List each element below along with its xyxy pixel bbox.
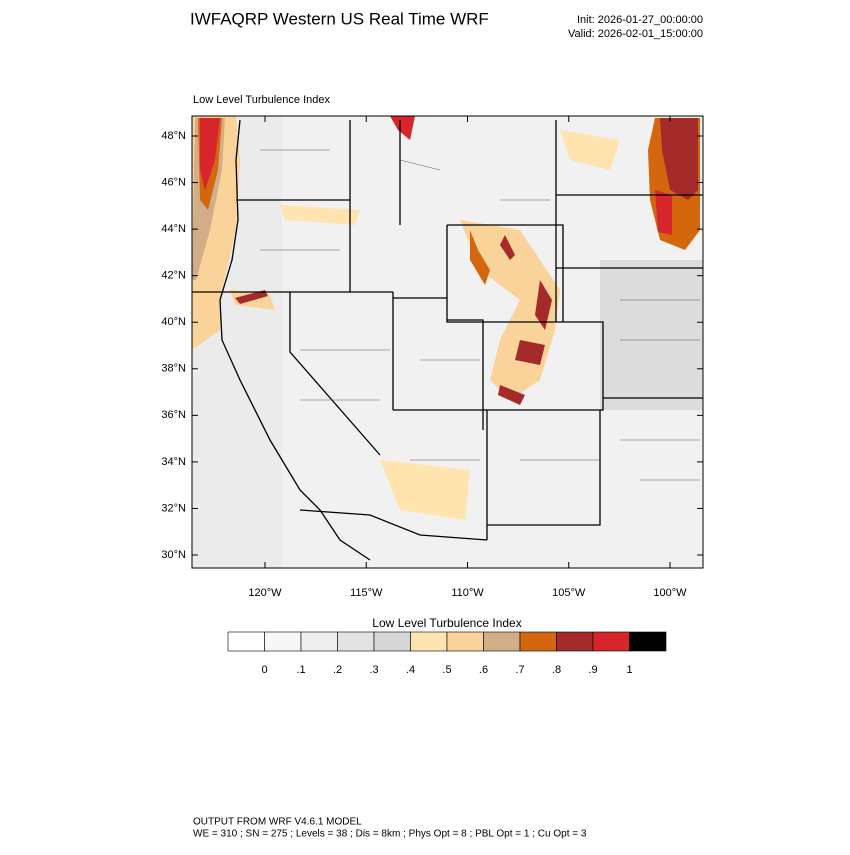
lat-label: 38°N: [161, 363, 186, 375]
colorbar-box: [300, 631, 338, 652]
map: [191, 115, 704, 569]
colorbar-label: .9: [588, 664, 597, 676]
lat-label: 36°N: [161, 409, 186, 421]
footer-line: WE = 310 ; SN = 275 ; Levels = 38 ; Dis …: [193, 829, 587, 840]
lon-label: 100°W: [653, 587, 687, 599]
colorbar-box: [410, 631, 448, 652]
colorbar-label: .1: [296, 664, 305, 676]
lon-label: 120°W: [248, 587, 282, 599]
colorbar-label: .5: [442, 664, 451, 676]
colorbar-label: .3: [369, 664, 378, 676]
colorbar-box: [337, 631, 375, 652]
lat-label: 40°N: [161, 316, 186, 328]
title: IWFAQRP Western US Real Time WRF: [190, 9, 489, 28]
lat-label: 48°N: [161, 130, 186, 142]
colorbar-label: 0: [261, 664, 267, 676]
colorbar-title: Low Level Turbulence Index: [372, 616, 521, 630]
map-subtitle: Low Level Turbulence Index: [193, 94, 330, 106]
lat-label: 30°N: [161, 549, 186, 561]
colorbar-box: [592, 631, 630, 652]
colorbar-label: .2: [333, 664, 342, 676]
colorbar-box: [556, 631, 594, 652]
footer-line: OUTPUT FROM WRF V4.6.1 MODEL: [193, 817, 362, 828]
colorbar-label: .6: [479, 664, 488, 676]
lat-label: 44°N: [161, 223, 186, 235]
init-time: Init: 2026-01-27_00:00:00: [577, 14, 703, 26]
valid-time: Valid: 2026-02-01_15:00:00: [568, 28, 703, 40]
colorbar-box: [227, 631, 265, 652]
lon-label: 105°W: [552, 587, 586, 599]
lat-label: 34°N: [161, 456, 186, 468]
colorbar-box: [373, 631, 411, 652]
lon-label: 110°W: [451, 587, 484, 599]
colorbar-label: .7: [515, 664, 524, 676]
colorbar-box: [446, 631, 484, 652]
colorbar-box: [264, 631, 302, 652]
lat-label: 46°N: [161, 176, 186, 188]
colorbar-label: 1: [626, 664, 632, 676]
colorbar-label: .8: [552, 664, 561, 676]
colorbar-label: .4: [406, 664, 415, 676]
lat-label: 42°N: [161, 270, 186, 282]
colorbar-box: [519, 631, 557, 652]
lon-label: 115°W: [350, 587, 383, 599]
colorbar-box: [483, 631, 521, 652]
lat-label: 32°N: [161, 502, 186, 514]
colorbar-box: [629, 631, 667, 652]
